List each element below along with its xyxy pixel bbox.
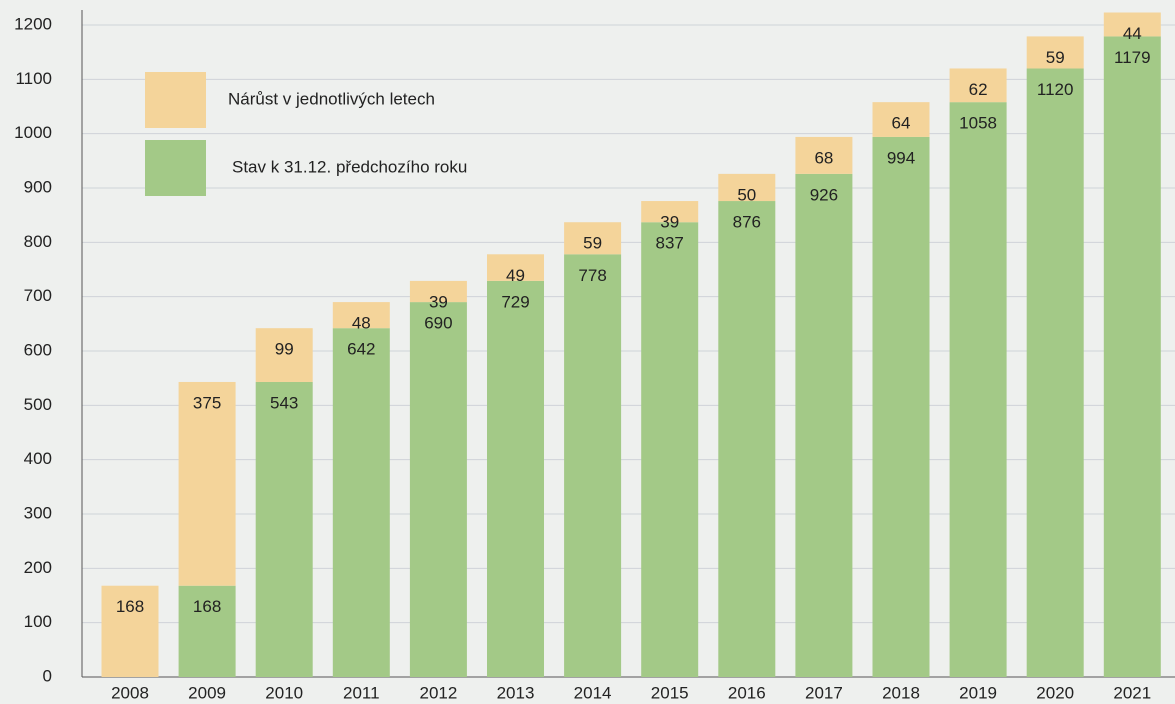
- value-label: 62: [969, 80, 988, 99]
- value-label: 375: [193, 393, 221, 412]
- value-label: 168: [193, 597, 221, 616]
- value-label: 642: [347, 340, 375, 359]
- y-tick-label: 500: [24, 395, 52, 414]
- bar-segment: [872, 102, 930, 137]
- bar-segment: [641, 201, 699, 223]
- x-tick-label: 2016: [728, 683, 766, 702]
- bar-segment: [487, 254, 544, 281]
- x-tick-label: 2010: [265, 683, 303, 702]
- value-label: 876: [733, 213, 761, 232]
- bar-segment: [949, 68, 1007, 103]
- value-label: 59: [1046, 48, 1065, 67]
- y-tick-label: 1000: [14, 123, 52, 142]
- x-tick-label: 2020: [1036, 683, 1074, 702]
- bar-segment: [255, 328, 313, 382]
- y-tick-label: 700: [24, 286, 52, 305]
- x-tick-label: 2021: [1113, 683, 1151, 702]
- value-label: 778: [578, 266, 606, 285]
- y-tick-label: 1200: [14, 14, 52, 33]
- value-label: 926: [810, 185, 838, 204]
- bar-segment: [178, 381, 236, 586]
- bar-segment: [255, 381, 313, 677]
- value-label: 729: [501, 292, 529, 311]
- value-label: 1179: [1114, 48, 1151, 67]
- legend-label: Stav k 31.12. předchozího roku: [232, 157, 467, 176]
- y-tick-label: 1100: [15, 69, 52, 88]
- legend-label: Nárůst v jednotlivých letech: [228, 89, 435, 108]
- y-tick-label: 200: [24, 558, 52, 577]
- bar-segment: [487, 280, 544, 677]
- value-label: 68: [814, 148, 833, 167]
- value-label: 543: [270, 393, 298, 412]
- x-tick-label: 2014: [574, 683, 612, 702]
- x-tick-label: 2018: [882, 683, 920, 702]
- x-tick-label: 2009: [188, 683, 226, 702]
- value-label: 64: [892, 114, 911, 133]
- bar-segment: [872, 136, 930, 678]
- x-tick-label: 2012: [419, 683, 457, 702]
- y-tick-label: 100: [24, 612, 52, 631]
- bar-segment: [795, 136, 853, 174]
- legend-swatch: [145, 72, 206, 128]
- bar-segment: [641, 222, 699, 678]
- bar-segment: [409, 280, 467, 303]
- bar-segment: [795, 173, 853, 677]
- bar-segment: [178, 585, 236, 677]
- bar-segment: [1026, 36, 1084, 69]
- value-label: 48: [352, 314, 371, 333]
- value-label: 39: [660, 213, 679, 232]
- x-tick-label: 2017: [805, 683, 843, 702]
- bar-segment: [332, 328, 390, 677]
- x-tick-label: 2019: [959, 683, 997, 702]
- x-tick-label: 2013: [497, 683, 535, 702]
- value-label: 1058: [959, 114, 997, 133]
- bar-segment: [332, 302, 390, 329]
- value-label: 39: [429, 292, 448, 311]
- y-tick-label: 600: [24, 340, 52, 359]
- value-label: 99: [275, 340, 294, 359]
- value-label: 50: [737, 185, 756, 204]
- x-tick-label: 2015: [651, 683, 689, 702]
- x-tick-label: 2008: [111, 683, 149, 702]
- bar-segment: [564, 254, 622, 677]
- value-label: 690: [424, 314, 452, 333]
- value-label: 59: [583, 234, 602, 253]
- bar-segment: [564, 222, 622, 255]
- legend-swatch: [145, 140, 206, 196]
- value-label: 49: [506, 266, 525, 285]
- x-tick-label: 2011: [343, 683, 380, 702]
- y-tick-label: 800: [24, 232, 52, 251]
- bar-segment: [718, 173, 776, 202]
- value-label: 168: [116, 597, 144, 616]
- value-label: 44: [1123, 24, 1142, 43]
- value-label: 994: [887, 148, 915, 167]
- y-tick-label: 300: [24, 503, 52, 522]
- bar-segment: [718, 201, 776, 678]
- y-tick-label: 400: [24, 449, 52, 468]
- bar-segment: [101, 585, 159, 677]
- bar-segment: [1026, 68, 1084, 677]
- bar-segment: [949, 102, 1007, 678]
- bar-segment: [409, 302, 467, 677]
- bar-segment: [1103, 36, 1161, 678]
- value-label: 837: [656, 234, 684, 253]
- y-tick-label: 0: [43, 666, 52, 685]
- value-label: 1120: [1037, 80, 1074, 99]
- y-tick-label: 900: [24, 177, 52, 196]
- bar-segment: [1103, 12, 1161, 37]
